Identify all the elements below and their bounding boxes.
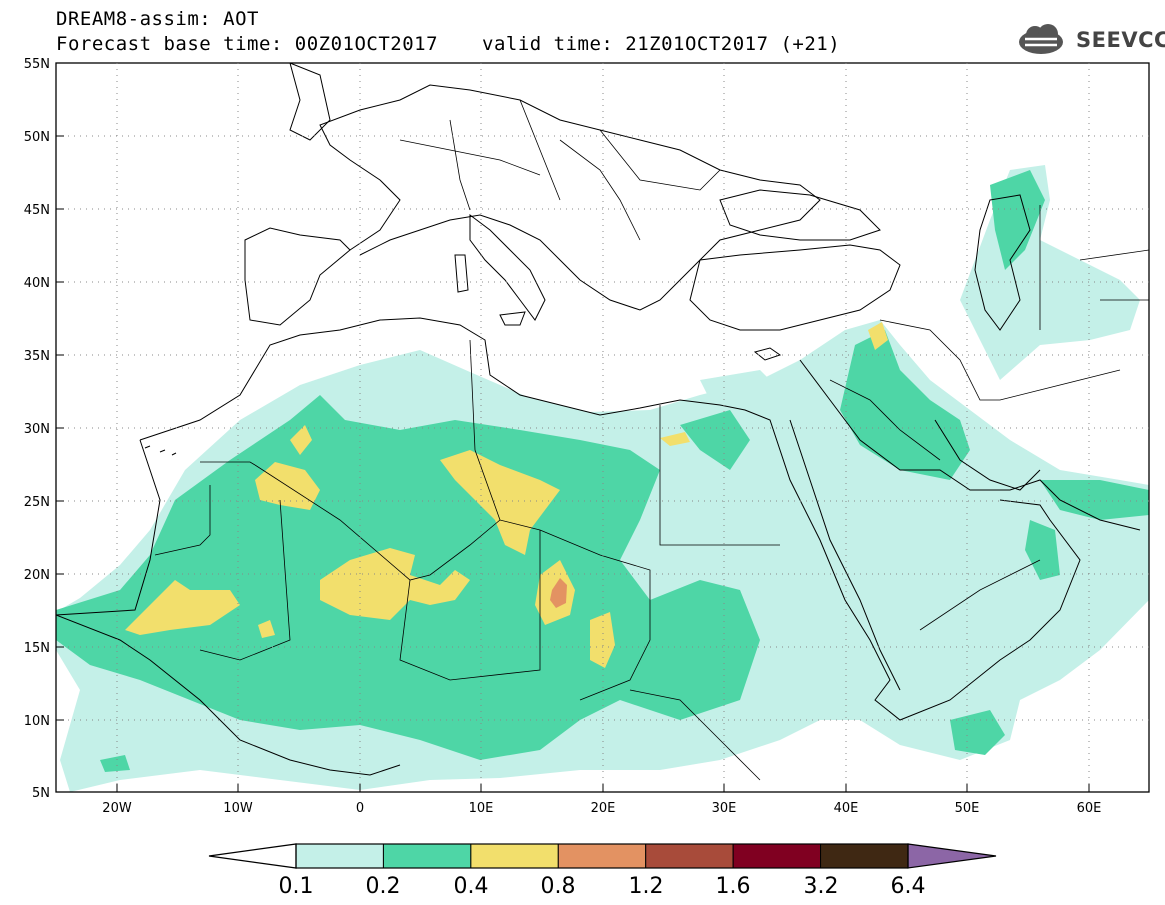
- iran-border: [879, 319, 1121, 401]
- base-time-label: Forecast base time: 00Z01OCT2017: [56, 33, 439, 55]
- lon-label: 20E: [591, 801, 616, 816]
- aot-level-4: [550, 578, 567, 608]
- coastlines: [56, 63, 1141, 776]
- lon-label: 10W: [223, 801, 253, 816]
- italy-coastline: [469, 214, 546, 321]
- europe-borders: [399, 99, 721, 241]
- central-asia-borders: [1039, 205, 1149, 330]
- caspian-coastline: [974, 194, 1031, 331]
- libya-egypt-border: [659, 405, 780, 546]
- lat-label: 50N: [24, 130, 50, 145]
- sardinia-coastline: [454, 254, 469, 293]
- cyprus-coastline: [753, 347, 782, 361]
- mali-border: [199, 499, 291, 661]
- arabia-coastline: [799, 359, 1141, 531]
- sudan-south-border: [629, 689, 761, 781]
- lat-label: 55N: [24, 57, 50, 72]
- aot-fields: [56, 165, 1149, 792]
- gulf-of-guinea-coastline: [56, 614, 401, 776]
- lon-label: 20W: [102, 801, 132, 816]
- logo-text: SEEVCCC: [1076, 28, 1165, 52]
- niger-chad-border: [399, 530, 541, 681]
- saudi-borders: [829, 379, 1041, 631]
- lon-label: 10E: [469, 801, 494, 816]
- seevccc-logo: [1019, 24, 1063, 54]
- lon-label: 0: [356, 801, 364, 816]
- lon-label: 50E: [955, 801, 980, 816]
- chad-sudan-border: [539, 529, 651, 701]
- borders: [154, 99, 1149, 781]
- lat-label: 15N: [24, 641, 50, 656]
- lon-label: 30E: [712, 801, 737, 816]
- west-africa-coastline: [56, 439, 161, 616]
- lat-label: 5N: [32, 786, 50, 801]
- europe-coastline: [319, 84, 821, 311]
- map-title: DREAM8-assim: AOT: [56, 8, 259, 30]
- longitude-labels: 20W 10W 0 10E 20E 30E 40E 50E 60E: [102, 801, 1101, 816]
- axis-ticks: [56, 62, 1090, 793]
- lat-label: 30N: [24, 422, 50, 437]
- latitude-labels: 55N 50N 45N 40N 35N 30N 25N 20N 15N 10N …: [24, 57, 50, 801]
- lon-label: 60E: [1077, 801, 1102, 816]
- anatolia-coastline: [689, 244, 901, 331]
- valid-time-label: valid time: 21Z01OCT2017 (+21): [482, 33, 841, 55]
- graticule: [56, 63, 1149, 792]
- lat-label: 25N: [24, 495, 50, 510]
- sicily-coastline: [499, 311, 526, 326]
- algeria-libya-border: [469, 339, 501, 521]
- british-isles-coastline: [289, 63, 331, 141]
- lat-label: 40N: [24, 276, 50, 291]
- africa-coastline: [139, 317, 1081, 721]
- lat-label: 45N: [24, 203, 50, 218]
- lat-label: 10N: [24, 714, 50, 729]
- black-sea-coastline: [719, 189, 881, 241]
- iberia-coastline: [244, 227, 351, 326]
- canary-islands: [144, 445, 177, 456]
- red-sea-coastline: [789, 419, 901, 691]
- sahel-border: [154, 461, 256, 556]
- lat-label: 20N: [24, 568, 50, 583]
- lon-label: 40E: [834, 801, 859, 816]
- persian-gulf-coastline: [934, 419, 1041, 491]
- lat-label: 35N: [24, 349, 50, 364]
